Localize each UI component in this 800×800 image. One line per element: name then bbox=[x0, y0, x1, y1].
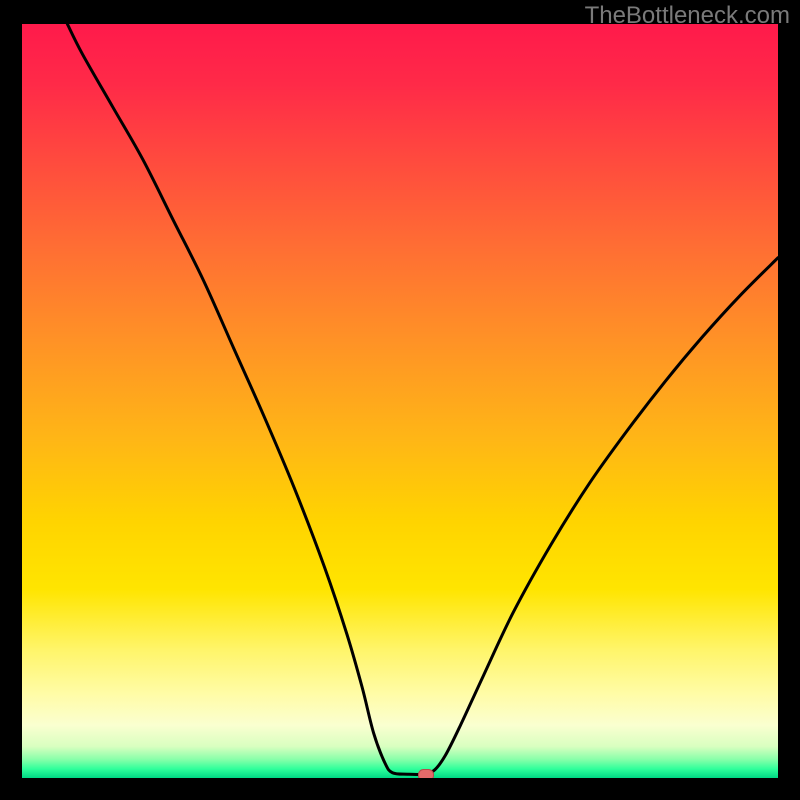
watermark-text: TheBottleneck.com bbox=[585, 2, 790, 30]
optimum-marker bbox=[418, 769, 434, 778]
chart-frame: TheBottleneck.com bbox=[0, 0, 800, 800]
plot-area bbox=[22, 24, 778, 778]
bottleneck-curve bbox=[22, 24, 778, 778]
